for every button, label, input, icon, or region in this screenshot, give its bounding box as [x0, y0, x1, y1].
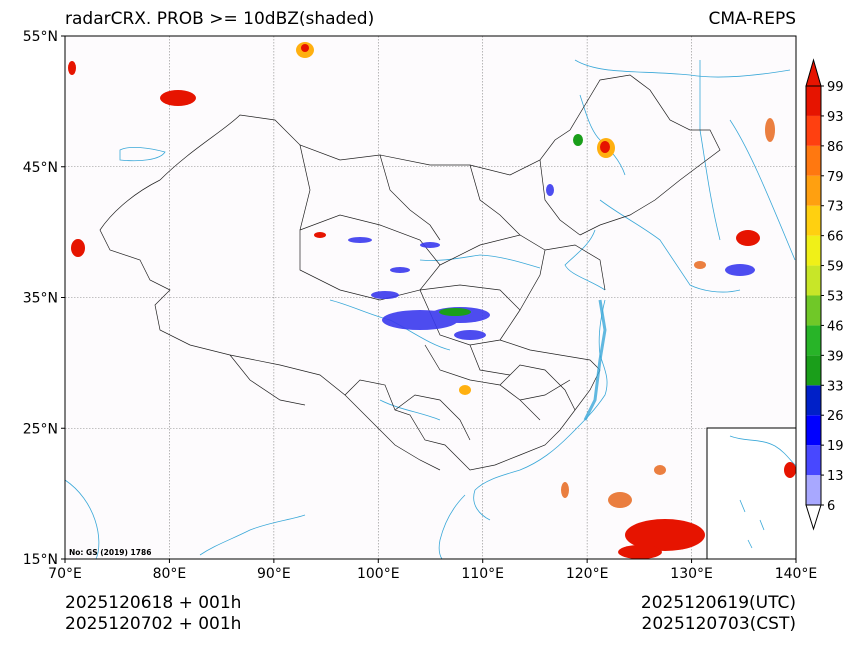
- valid-time-utc: 2025120619(UTC): [640, 593, 796, 613]
- tick-label-lon: 70°E: [48, 566, 82, 582]
- borders: [99, 74, 721, 471]
- tick-label-lon: 130°E: [670, 566, 713, 582]
- colorbar-label: 46: [827, 319, 844, 334]
- colorbar-label: 13: [827, 469, 844, 484]
- map-frame: [64, 35, 797, 560]
- colorbar-band: [806, 265, 821, 296]
- colorbar-label: 59: [827, 260, 844, 275]
- tick-label-lat: 35°N: [23, 291, 58, 307]
- init-time-cst: 2025120702 + 001h: [65, 614, 242, 634]
- colorbar-label: 99: [827, 80, 844, 95]
- colorbar-band: [806, 115, 821, 146]
- gridlines: 70°E 80°E 90°E 100°E 110°E 120°E 130°E 140°E 15°…: [23, 29, 818, 582]
- colorbar-band: [806, 235, 821, 266]
- colorbar-band: [806, 295, 821, 326]
- footer-valid-times: 2025120619(UTC) 2025120703(CST): [641, 593, 796, 635]
- tick-label-lon: 120°E: [566, 566, 609, 582]
- colorbar-label: 66: [827, 230, 844, 245]
- colorbar-max-arrow: [805, 58, 822, 87]
- init-time-utc: 2025120618 + 001h: [65, 593, 242, 613]
- tick-label-lat: 15°N: [23, 552, 58, 568]
- colorbar-band: [806, 86, 821, 116]
- colorbar-label: 73: [827, 200, 844, 215]
- colorbar: 6 13 19 26 33 39 46 53 59 66 73 79 86 93 99: [805, 58, 844, 531]
- tick-label-lon: 110°E: [461, 566, 504, 582]
- footer-init-times: 2025120618 + 001h 2025120702 + 001h: [65, 593, 241, 635]
- colorbar-min-arrow: [805, 504, 822, 531]
- valid-time-cst: 2025120703(CST): [641, 614, 796, 634]
- colorbar-label: 6: [827, 499, 835, 514]
- colorbar-label: 39: [827, 349, 844, 364]
- inset-shading: [784, 462, 796, 478]
- colorbar-band: [806, 175, 821, 206]
- colorbar-label: 86: [827, 140, 844, 155]
- map-approval-number: No: GS (2019) 1786: [69, 548, 151, 557]
- tick-label-lat: 45°N: [23, 160, 58, 176]
- tick-label-lat: 55°N: [23, 29, 58, 45]
- tick-label-lon: 100°E: [357, 566, 400, 582]
- colorbar-band: [806, 475, 821, 505]
- colorbar-label: 79: [827, 170, 844, 185]
- colorbar-label: 19: [827, 439, 844, 454]
- colorbar-label: 26: [827, 409, 844, 424]
- colorbar-band: [806, 355, 821, 386]
- probability-shading: [68, 42, 796, 559]
- colorbar-band: [806, 325, 821, 356]
- colorbar-label: 53: [827, 290, 844, 305]
- plot-title: radarCRX. PROB >= 10dBZ(shaded): [65, 9, 375, 29]
- colorbar-band: [806, 205, 821, 236]
- tick-label-lon: 80°E: [153, 566, 187, 582]
- coastlines: [64, 59, 796, 560]
- inset-coastline: [729, 435, 797, 549]
- model-name: CMA-REPS: [708, 9, 796, 29]
- colorbar-band: [806, 415, 821, 446]
- colorbar-band: [806, 385, 821, 416]
- colorbar-band: [806, 445, 821, 476]
- colorbar-label: 93: [827, 110, 844, 125]
- inset-map-frame: [706, 427, 797, 560]
- colorbar-band: [806, 145, 821, 176]
- tick-label-lat: 25°N: [23, 421, 58, 437]
- tick-label-lon: 90°E: [257, 566, 291, 582]
- colorbar-label: 33: [827, 379, 844, 394]
- map-figure: 70°E 80°E 90°E 100°E 110°E 120°E 130°E 140°E 15°…: [23, 29, 844, 582]
- tick-label-lon: 140°E: [775, 566, 818, 582]
